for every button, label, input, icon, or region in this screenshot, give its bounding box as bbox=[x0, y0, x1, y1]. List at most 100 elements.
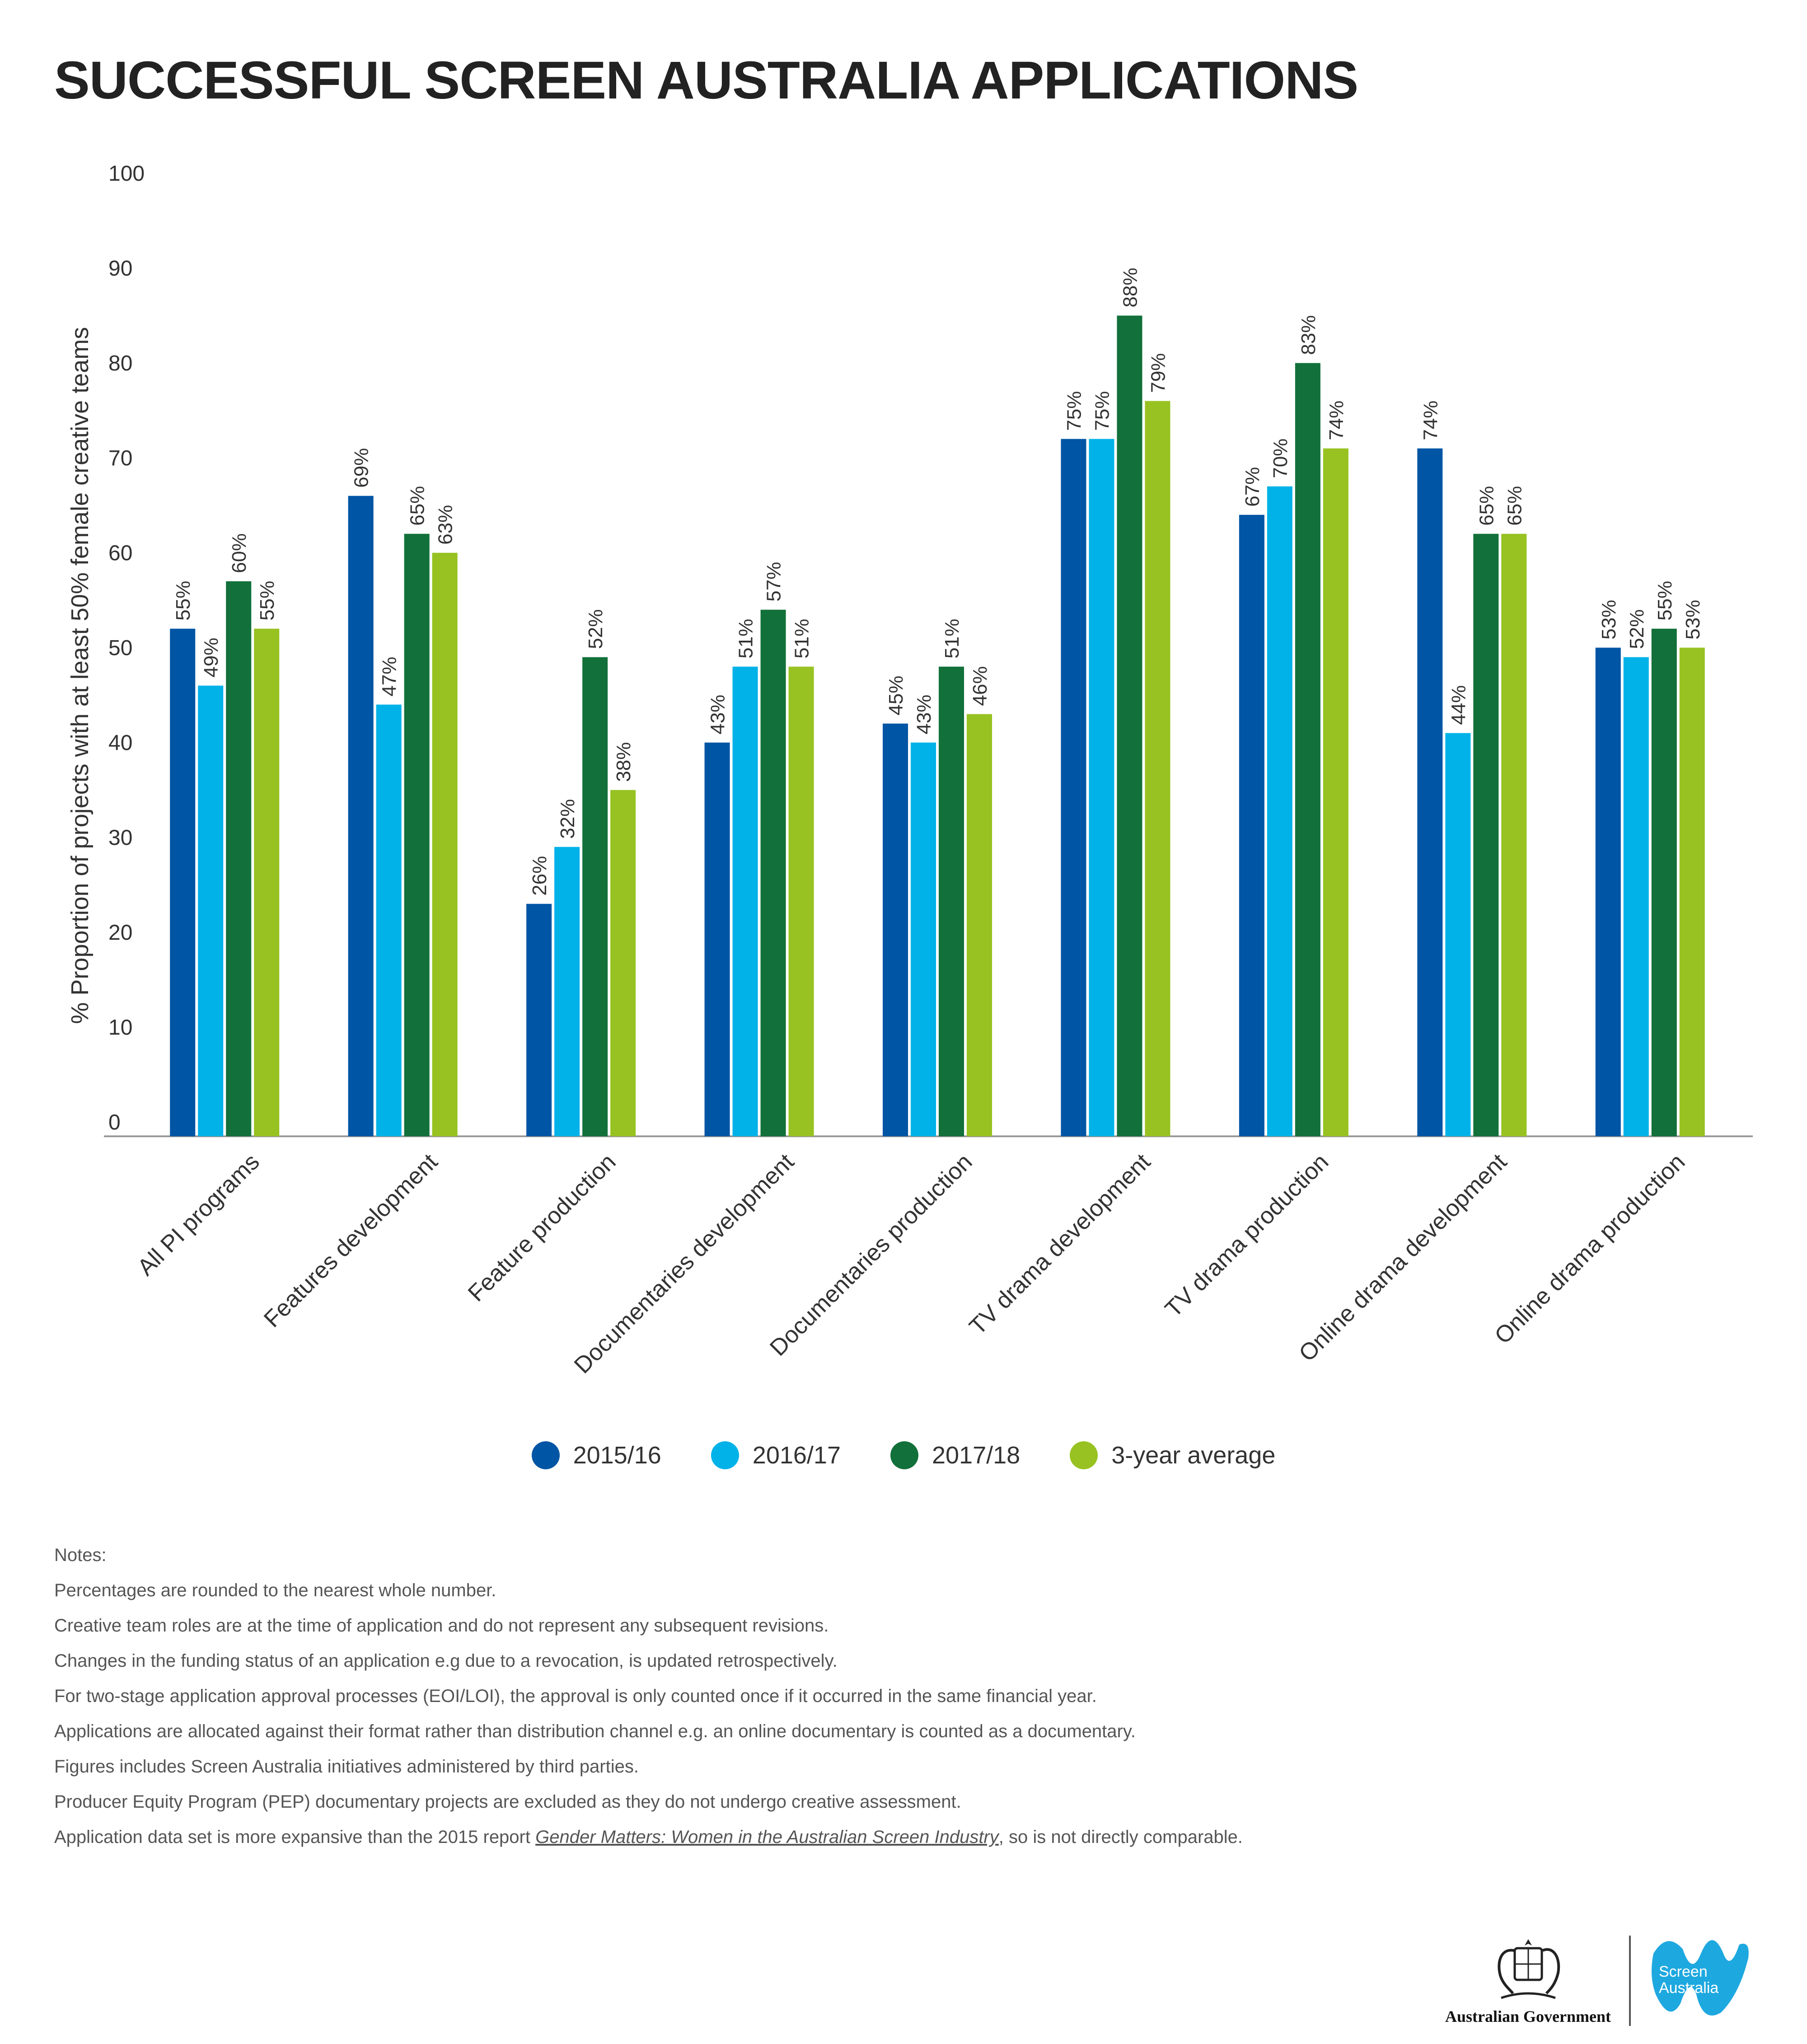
data-label: 43% bbox=[913, 694, 935, 734]
y-tick-label: 70 bbox=[108, 446, 132, 470]
bar bbox=[582, 657, 608, 1136]
legend-label: 2015/16 bbox=[573, 1442, 661, 1469]
screen-word: Screen bbox=[1659, 1963, 1708, 1980]
y-tick-label: 80 bbox=[108, 352, 132, 375]
note-line: Applications are allocated against their… bbox=[54, 1721, 1136, 1741]
x-tick-label: Documentaries production bbox=[765, 1149, 977, 1361]
x-tick-label: TV drama development bbox=[964, 1149, 1156, 1340]
y-tick-label: 0 bbox=[108, 1111, 121, 1135]
bar bbox=[254, 628, 280, 1136]
x-tick-label: Online drama development bbox=[1294, 1149, 1512, 1367]
bar bbox=[1595, 647, 1621, 1136]
data-label: 65% bbox=[1503, 486, 1526, 525]
note-line: Changes in the funding status of an appl… bbox=[54, 1651, 838, 1671]
bar bbox=[610, 790, 636, 1136]
bar bbox=[170, 628, 196, 1136]
data-label: 45% bbox=[885, 675, 907, 715]
note-line-last: Application data set is more expansive t… bbox=[54, 1827, 1726, 1847]
bar bbox=[883, 723, 908, 1136]
y-tick-label: 50 bbox=[108, 636, 132, 660]
bar bbox=[1679, 647, 1705, 1136]
data-label: 44% bbox=[1447, 685, 1470, 725]
bar bbox=[376, 704, 402, 1136]
y-tick-label: 60 bbox=[108, 541, 132, 565]
notes-heading: Notes: bbox=[54, 1545, 107, 1565]
data-label: 46% bbox=[969, 666, 991, 706]
screen-australia-text: Screen Australia bbox=[1659, 1964, 1718, 1996]
y-axis-label: % Proportion of projects with at least 5… bbox=[66, 327, 94, 1024]
bar bbox=[1267, 486, 1292, 1136]
note-line: For two-stage application approval proce… bbox=[54, 1686, 1097, 1706]
note-line: Figures includes Screen Australia initia… bbox=[54, 1757, 639, 1777]
legend-item-2016-17: 2016/17 bbox=[711, 1441, 841, 1469]
data-label: 83% bbox=[1297, 315, 1320, 355]
logo-divider bbox=[1629, 1936, 1631, 2026]
bar bbox=[939, 666, 964, 1136]
data-label: 52% bbox=[585, 609, 607, 649]
footer-logos: Australian Government Screen Australia bbox=[1445, 1927, 1753, 2026]
bar bbox=[788, 666, 814, 1136]
bar-chart: 0 10 20 30 40 50 60 70 80 90 100 % Proportion of pr… bbox=[66, 162, 1753, 1379]
bar bbox=[554, 847, 580, 1136]
bar bbox=[1323, 448, 1348, 1136]
legend-swatch bbox=[1070, 1441, 1098, 1469]
y-tick-label: 100 bbox=[108, 162, 145, 186]
bar bbox=[1117, 315, 1142, 1136]
chart-legend: 2015/16 2016/17 2017/18 3-year average bbox=[0, 1441, 1807, 1469]
data-label: 51% bbox=[791, 619, 813, 658]
bar bbox=[404, 534, 430, 1136]
data-label: 75% bbox=[1091, 391, 1113, 431]
y-tick-label: 20 bbox=[108, 921, 132, 945]
data-label: 79% bbox=[1147, 353, 1169, 393]
note-line: Producer Equity Program (PEP) documentar… bbox=[54, 1792, 961, 1812]
data-label: 65% bbox=[407, 486, 429, 525]
data-label: 55% bbox=[256, 581, 278, 620]
x-tick-label: Online drama production bbox=[1490, 1149, 1690, 1349]
data-label: 70% bbox=[1269, 438, 1292, 478]
data-label: 74% bbox=[1325, 400, 1348, 440]
bar bbox=[1623, 657, 1649, 1136]
data-label: 38% bbox=[613, 742, 635, 782]
data-label: 43% bbox=[707, 694, 729, 734]
bar bbox=[348, 496, 374, 1136]
data-label: 51% bbox=[941, 619, 963, 658]
bar bbox=[760, 609, 786, 1136]
data-label: 55% bbox=[1654, 581, 1676, 620]
y-tick-label: 90 bbox=[108, 257, 132, 281]
legend-label: 2016/17 bbox=[752, 1442, 841, 1469]
page-title: SUCCESSFUL SCREEN AUSTRALIA APPLICATIONS bbox=[54, 51, 1358, 110]
bar bbox=[526, 904, 552, 1136]
y-tick-label: 30 bbox=[108, 826, 132, 850]
legend-item-2017-18: 2017/18 bbox=[890, 1441, 1020, 1469]
data-label: 60% bbox=[228, 533, 250, 573]
data-label: 69% bbox=[351, 448, 373, 488]
bar bbox=[1473, 534, 1499, 1136]
australian-government-logo: Australian Government bbox=[1445, 1930, 1611, 2026]
bar bbox=[1295, 363, 1320, 1136]
data-label: 47% bbox=[379, 656, 401, 696]
data-label: 75% bbox=[1063, 391, 1085, 431]
data-label: 53% bbox=[1682, 600, 1704, 639]
data-label: 67% bbox=[1241, 467, 1264, 506]
data-label: 74% bbox=[1419, 400, 1442, 440]
note-line: Percentages are rounded to the nearest w… bbox=[54, 1580, 496, 1600]
note-text: , so is not directly comparable. bbox=[998, 1827, 1243, 1847]
bar bbox=[1501, 534, 1527, 1136]
data-label: 26% bbox=[529, 856, 551, 895]
bar bbox=[226, 581, 252, 1136]
data-label: 57% bbox=[763, 562, 785, 601]
bar bbox=[1445, 733, 1471, 1136]
bar bbox=[1417, 448, 1443, 1136]
legend-swatch bbox=[890, 1441, 918, 1469]
legend-item-3-year-average: 3-year average bbox=[1070, 1441, 1275, 1469]
screen-australia-wave-icon bbox=[1652, 1940, 1749, 2016]
legend-label: 3-year average bbox=[1111, 1442, 1276, 1469]
legend-swatch bbox=[531, 1441, 560, 1469]
data-label: 49% bbox=[200, 638, 222, 677]
report-reference-link[interactable]: Gender Matters: Women in the Australian … bbox=[535, 1827, 999, 1847]
bar bbox=[432, 553, 458, 1136]
bar bbox=[198, 685, 224, 1136]
note-text: Application data set is more expansive t… bbox=[54, 1827, 536, 1847]
bar bbox=[732, 666, 758, 1136]
data-label: 51% bbox=[735, 619, 757, 658]
